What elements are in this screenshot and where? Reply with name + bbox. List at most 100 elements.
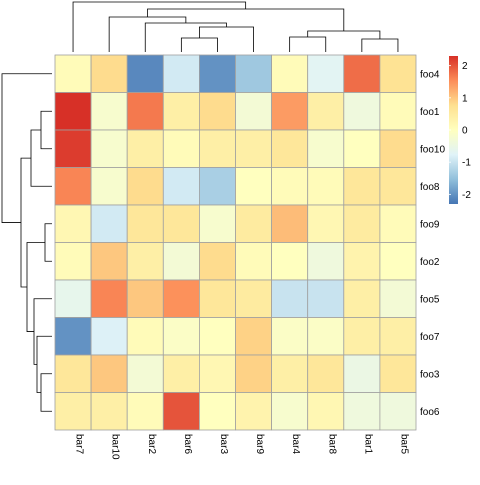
heatmap-cell-foo2-bar4: [271, 242, 309, 281]
heatmap-cell-foo2-bar8: [307, 242, 345, 281]
heatmap-cell-foo5-bar5: [379, 279, 417, 318]
column-dendrogram-branch: [72, 1, 247, 52]
heatmap-cell-foo1-bar9: [235, 92, 272, 131]
row-dendrogram-branch: [26, 242, 45, 332]
heatmap-cell-foo1-bar10: [90, 92, 128, 131]
heatmap-cell-foo3-bar4: [271, 354, 309, 393]
heatmap-cell-foo8-bar6: [162, 167, 200, 206]
heatmap-cell-foo7-bar10: [90, 317, 128, 356]
legend-tick-label: -1: [462, 158, 471, 169]
heatmap-cell-foo8-bar1: [343, 167, 381, 206]
heatmap-cell-foo10-bar9: [235, 129, 272, 168]
legend-tick-label: 0: [462, 126, 468, 137]
column-label: bar8: [326, 434, 337, 454]
column-labels: bar7 bar10 bar2 bar6 bar3 bar9 bar4 bar8 bar1 bar…: [74, 434, 410, 460]
heatmap-cell-foo2-bar1: [343, 242, 381, 281]
heatmap-cell-foo7-bar4: [271, 317, 309, 356]
row-label: foo10: [420, 144, 445, 155]
legend-tick-label: 1: [462, 93, 468, 104]
heatmap-cell-foo8-bar10: [90, 167, 128, 206]
row-dendrogram-branch: [40, 110, 52, 150]
heatmap-cell-foo8-bar5: [379, 167, 417, 206]
heatmap-cell-foo2-bar2: [126, 242, 164, 281]
heatmap-cell-foo8-bar8: [307, 167, 345, 206]
row-label: foo9: [420, 219, 440, 230]
heatmap-cell-foo4-bar4: [271, 54, 309, 93]
heatmap-cell-foo4-bar6: [162, 54, 200, 93]
heatmap-cell-foo1-bar7: [54, 92, 92, 131]
heatmap-cell-foo10-bar10: [90, 129, 128, 168]
heatmap-cell-foo4-bar10: [90, 54, 128, 93]
heatmap-cell-foo9-bar4: [271, 204, 309, 243]
heatmap-cell-foo3-bar3: [198, 354, 236, 393]
heatmap-cell-foo3-bar2: [126, 354, 164, 393]
heatmap-cell-foo5-bar1: [343, 279, 381, 318]
heatmap-cell-foo4-bar9: [235, 54, 272, 93]
heatmap-cell-foo10-bar2: [126, 129, 164, 168]
row-dendrogram-branch: [44, 223, 52, 262]
heatmap-cell-foo8-bar9: [235, 167, 272, 206]
heatmap-cell-foo4-bar5: [379, 54, 417, 93]
heatmap-cell-foo1-bar1: [343, 92, 381, 131]
column-dendrogram-branch: [108, 16, 187, 52]
heatmap-cell-foo2-bar5: [379, 242, 417, 281]
column-label: bar10: [110, 434, 121, 460]
heatmap-cell-foo10-bar5: [379, 129, 417, 168]
heatmap-cell-foo7-bar1: [343, 317, 381, 356]
heatmap-cell-foo4-bar8: [307, 54, 345, 93]
row-labels: foo4 foo1 foo10 foo8 foo9 foo2 foo5 foo7 foo3 foo…: [420, 69, 445, 418]
heatmap-cell-foo7-bar6: [162, 317, 200, 356]
heatmap-cell-foo9-bar3: [198, 204, 236, 243]
row-label: foo6: [420, 407, 440, 418]
heatmap-cell-foo1-bar4: [271, 92, 309, 131]
column-label: bar5: [398, 434, 409, 454]
heatmap-cell-foo9-bar7: [54, 204, 92, 243]
column-label: bar2: [146, 434, 157, 454]
heatmap-cell-foo6-bar6: [162, 392, 200, 431]
heatmap-cell-foo5-bar8: [307, 279, 345, 318]
heatmap-cell-foo10-bar4: [271, 129, 309, 168]
heatmap-cell-foo4-bar1: [343, 54, 381, 93]
heatmap-cell-foo2-bar6: [162, 242, 200, 281]
column-dendrogram-branch: [361, 38, 399, 52]
heatmap-cell-foo5-bar6: [162, 279, 200, 318]
heatmap-cell-foo8-bar4: [271, 167, 309, 206]
heatmap-cell-foo2-bar10: [90, 242, 128, 281]
heatmap-cell-foo7-bar5: [379, 317, 417, 356]
column-label: bar1: [362, 434, 373, 454]
column-label: bar3: [218, 434, 229, 454]
column-label: bar4: [290, 434, 301, 454]
heatmap-cell-foo7-bar3: [198, 317, 236, 356]
row-dendrogram: [1, 73, 52, 412]
heatmap-cell-foo10-bar1: [343, 129, 381, 168]
heatmap-cell-foo10-bar8: [307, 129, 345, 168]
heatmap-cell-foo5-bar2: [126, 279, 164, 318]
heatmap-cell-foo7-bar2: [126, 317, 164, 356]
column-label: bar7: [74, 434, 85, 454]
heatmap-cell-foo5-bar7: [54, 279, 92, 318]
column-dendrogram-branch: [144, 22, 227, 52]
heatmap-cell-foo9-bar1: [343, 204, 381, 243]
heatmap-cell-foo2-bar3: [198, 242, 236, 281]
heatmap-cell-foo9-bar9: [235, 204, 272, 243]
heatmap-cell-foo3-bar7: [54, 354, 92, 393]
heatmap-cell-foo3-bar1: [343, 354, 381, 393]
heatmap-cell-foo9-bar6: [162, 204, 200, 243]
column-dendrogram-branch: [307, 30, 381, 39]
heatmap-cell-foo1-bar3: [198, 92, 236, 131]
heatmap-cell-foo3-bar6: [162, 354, 200, 393]
column-dendrogram-branch: [180, 37, 218, 52]
heatmap-cell-foo10-bar6: [162, 129, 200, 168]
column-dendrogram-branch: [147, 8, 345, 31]
heatmap-cell-foo6-bar1: [343, 392, 381, 431]
heatmap-cell-foo1-bar2: [126, 92, 164, 131]
heatmap-cell-foo1-bar6: [162, 92, 200, 131]
heatmap-cell-foo7-bar8: [307, 317, 345, 356]
row-label: foo7: [420, 332, 440, 343]
heatmap-cell-foo4-bar7: [54, 54, 92, 93]
row-dendrogram-branch: [20, 157, 31, 288]
row-dendrogram-branch: [1, 73, 52, 223]
heatmap-cell-foo5-bar3: [198, 279, 236, 318]
